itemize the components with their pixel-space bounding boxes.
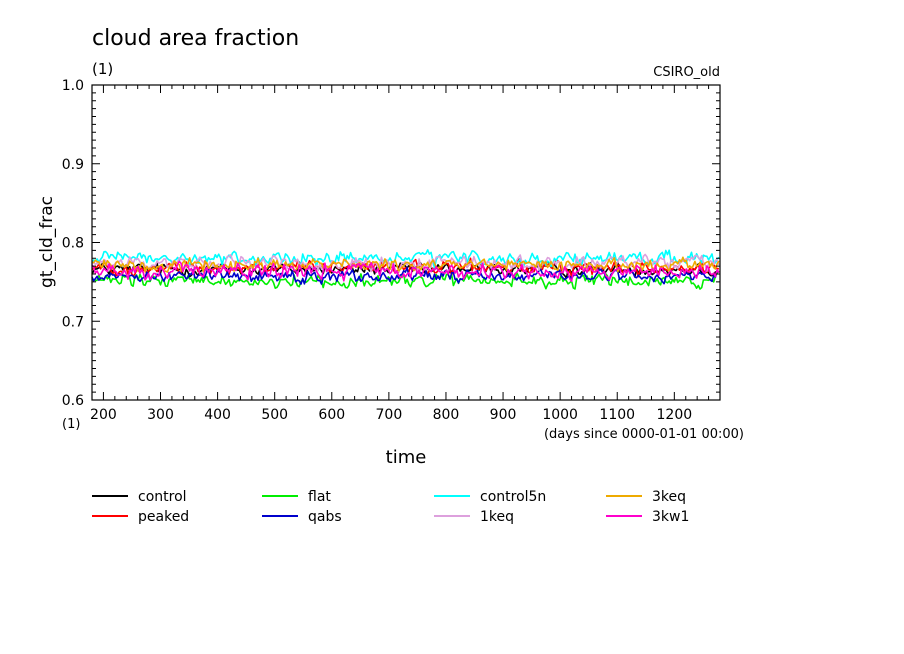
- series-line-control: [91, 260, 719, 279]
- legend-label-control: control: [138, 489, 187, 505]
- series-lines: [91, 249, 720, 290]
- x-tick-label: 1000: [542, 407, 578, 423]
- y-tick-label: 0.7: [62, 314, 84, 330]
- y-axis-unit: (1): [62, 417, 80, 432]
- legend-label-flat: flat: [308, 489, 331, 505]
- x-tick-label: 800: [433, 407, 460, 423]
- x-tick-label: 700: [376, 407, 403, 423]
- x-axis-label: time: [386, 447, 427, 468]
- x-tick-label: 400: [204, 407, 231, 423]
- x-tick-label: 1200: [657, 407, 693, 423]
- x-tick-label: 900: [490, 407, 517, 423]
- y-tick-label: 0.8: [62, 236, 84, 252]
- series-line-3keq: [91, 256, 720, 273]
- series-line-3kw1: [91, 260, 720, 283]
- legend-label-peaked: peaked: [138, 509, 189, 525]
- x-tick-label: 300: [147, 407, 174, 423]
- plot-frame: [91, 84, 721, 401]
- legend-label-control5n: control5n: [480, 489, 546, 505]
- x-tick-label: 200: [90, 407, 117, 423]
- legend-label-qabs: qabs: [308, 509, 342, 525]
- legend-label-3keq: 3keq: [652, 489, 686, 505]
- x-axis-unit: (days since 0000-01-01 00:00): [544, 427, 744, 442]
- chart-subtitle-right: CSIRO_old: [653, 65, 720, 80]
- y-tick-label: 1.0: [62, 78, 84, 94]
- x-tick-label: 500: [261, 407, 288, 423]
- legend-label-3kw1: 3kw1: [652, 509, 689, 525]
- x-tick-label: 1100: [599, 407, 635, 423]
- series-line-flat: [91, 270, 720, 290]
- y-tick-label: 0.6: [62, 393, 84, 409]
- chart-subtitle-left: (1): [92, 60, 113, 78]
- y-axis-label: gt_cld_frac: [37, 196, 57, 288]
- series-line-peaked: [91, 257, 720, 278]
- series-line-control5n: [91, 249, 720, 269]
- chart-title: cloud area fraction: [92, 26, 299, 51]
- legend-label-1keq: 1keq: [480, 509, 514, 525]
- x-tick-label: 600: [318, 407, 345, 423]
- axis-ticks: 200 300 400 500 600 700 800 900 1000 1100 1200 0.6 0…: [62, 78, 721, 423]
- y-tick-label: 0.9: [62, 157, 84, 173]
- legend: control peaked flat qabs control5n 1keq 3keq 3k…: [92, 489, 689, 525]
